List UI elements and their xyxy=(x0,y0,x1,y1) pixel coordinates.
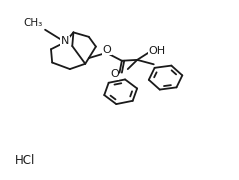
Text: OH: OH xyxy=(148,46,165,56)
Text: O: O xyxy=(103,45,112,55)
Text: CH₃: CH₃ xyxy=(23,18,42,28)
Text: N: N xyxy=(61,36,69,46)
Text: O: O xyxy=(110,69,119,79)
Text: HCl: HCl xyxy=(14,154,35,166)
